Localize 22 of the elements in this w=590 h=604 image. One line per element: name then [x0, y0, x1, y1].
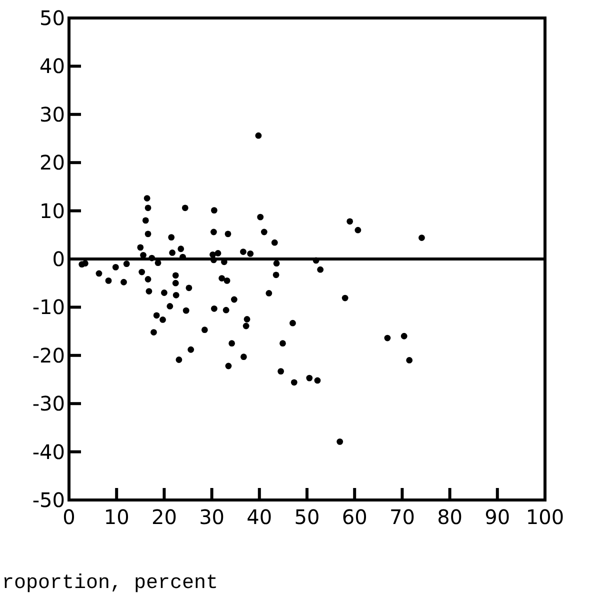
x-tick-label: 10 — [104, 505, 130, 529]
y-tick-label: 20 — [40, 150, 65, 175]
x-tick-label: 80 — [437, 505, 463, 529]
y-tick-label: -10 — [32, 295, 65, 320]
y-tick-label: 40 — [40, 54, 65, 78]
x-tick-label: 40 — [246, 505, 272, 529]
x-tick-label: 90 — [484, 505, 510, 529]
x-tick-label: 100 — [526, 505, 564, 529]
y-tick-label: -40 — [32, 440, 65, 464]
x-tick-label: 50 — [294, 505, 320, 529]
y-tick-label: -50 — [32, 488, 65, 512]
x-tick-label: 60 — [342, 505, 368, 529]
y-tick-label: 50 — [40, 6, 65, 30]
x-tick-label: 20 — [151, 505, 177, 529]
y-tick-label: -30 — [32, 392, 65, 416]
x-tick-label: 30 — [199, 505, 225, 529]
x-axis-title: roportion, percent — [2, 572, 218, 595]
x-tick-label: 70 — [389, 505, 415, 529]
y-tick-label: 10 — [40, 198, 65, 223]
y-tick-label: 30 — [40, 102, 65, 126]
y-tick-label: 0 — [52, 247, 65, 271]
y-tick-label: -20 — [32, 343, 65, 368]
